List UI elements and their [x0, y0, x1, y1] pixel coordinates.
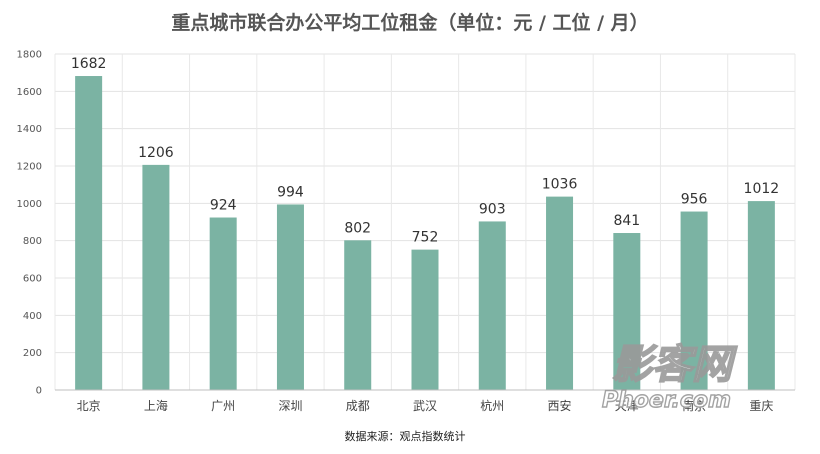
x-axis-ticks: 北京 上海 广州 深圳 成都 武汉 杭州 西安 天津 南京 重庆	[77, 398, 774, 413]
x-tick-label: 重庆	[749, 399, 773, 413]
bar	[344, 240, 372, 390]
y-tick-label: 800	[23, 236, 42, 247]
data-label: 1012	[744, 181, 780, 197]
bar	[209, 217, 237, 390]
data-label: 1206	[138, 145, 174, 161]
x-tick-label: 北京	[77, 399, 101, 413]
data-label: 841	[613, 213, 640, 229]
data-label: 924	[210, 198, 237, 214]
bar	[546, 196, 574, 390]
x-tick-label: 天津	[615, 399, 639, 413]
data-label: 994	[277, 184, 304, 200]
data-label: 1036	[542, 177, 578, 193]
bar	[680, 211, 708, 390]
y-tick-label: 1600	[17, 87, 42, 98]
x-tick-label: 杭州	[480, 398, 504, 413]
y-tick-label: 600	[23, 274, 42, 285]
x-tick-label: 深圳	[278, 399, 302, 413]
x-tick-label: 成都	[346, 399, 370, 413]
watermark-text: 影客网	[612, 342, 738, 388]
bar	[75, 76, 103, 390]
data-label: 903	[479, 201, 506, 217]
x-tick-label: 上海	[144, 398, 168, 413]
y-tick-label: 1400	[17, 124, 42, 135]
bar	[142, 164, 170, 390]
bars	[75, 76, 775, 390]
grid-lines	[54, 53, 796, 390]
data-label: 802	[344, 220, 371, 236]
y-axis-ticks: 0 200 400 600 800 1000 1200 1400 1600 1800	[17, 50, 42, 397]
y-tick-label: 200	[23, 348, 42, 359]
bar	[276, 204, 304, 390]
x-tick-label: 武汉	[413, 399, 437, 413]
y-tick-label: 0	[36, 386, 42, 397]
source-note: 数据来源：观点指数统计	[345, 429, 466, 443]
data-label: 752	[412, 230, 439, 246]
y-tick-label: 400	[23, 311, 42, 322]
bar	[411, 249, 439, 390]
bar	[747, 201, 775, 390]
chart-title: 重点城市联合办公平均工位租金（单位：元 / 工位 / 月）	[171, 11, 648, 34]
y-tick-label: 1000	[17, 199, 42, 210]
y-tick-label: 1800	[17, 50, 42, 61]
data-label: 1682	[71, 56, 107, 72]
x-tick-label: 广州	[211, 399, 235, 413]
data-label: 956	[681, 192, 708, 208]
bar	[613, 233, 641, 390]
x-tick-label: 西安	[548, 398, 572, 413]
watermark-url: Phoer.com	[602, 388, 731, 413]
x-tick-label: 南京	[682, 398, 706, 413]
bar	[478, 221, 506, 390]
data-labels: 1682 1206 924 994 802 752 903 1036 841 956 1012	[71, 56, 779, 246]
watermark-logo: 影客网 Phoer.com	[601, 341, 738, 414]
y-tick-label: 1200	[17, 162, 42, 173]
